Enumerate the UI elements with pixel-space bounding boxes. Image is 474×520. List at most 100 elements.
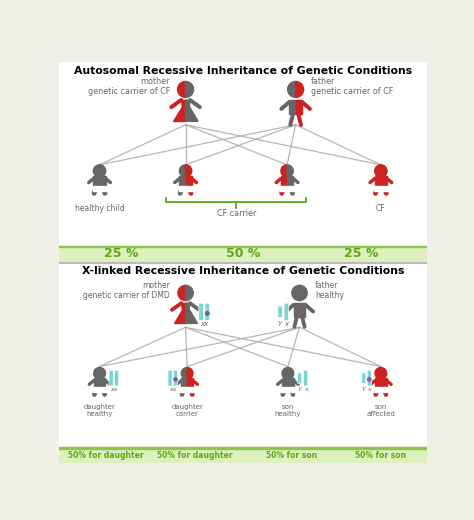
Wedge shape bbox=[296, 82, 304, 97]
Wedge shape bbox=[287, 165, 293, 177]
Wedge shape bbox=[281, 165, 287, 177]
Text: x: x bbox=[304, 387, 308, 392]
Polygon shape bbox=[181, 379, 187, 387]
Wedge shape bbox=[187, 368, 193, 379]
Wedge shape bbox=[300, 285, 307, 301]
Text: mother
genetic carrier of CF: mother genetic carrier of CF bbox=[88, 76, 170, 96]
Polygon shape bbox=[186, 303, 190, 310]
Polygon shape bbox=[281, 176, 287, 186]
Wedge shape bbox=[186, 285, 193, 301]
Wedge shape bbox=[381, 165, 387, 177]
Polygon shape bbox=[374, 387, 388, 393]
Polygon shape bbox=[381, 379, 387, 387]
Wedge shape bbox=[178, 82, 186, 97]
FancyBboxPatch shape bbox=[173, 370, 178, 386]
Polygon shape bbox=[296, 100, 302, 114]
Polygon shape bbox=[300, 303, 305, 317]
Polygon shape bbox=[173, 100, 186, 121]
Wedge shape bbox=[292, 285, 300, 301]
Text: 25 %: 25 % bbox=[104, 247, 138, 260]
FancyBboxPatch shape bbox=[278, 306, 283, 318]
Polygon shape bbox=[59, 62, 427, 263]
Text: 50% for son: 50% for son bbox=[266, 451, 317, 460]
Polygon shape bbox=[181, 100, 186, 107]
Polygon shape bbox=[281, 387, 294, 393]
Circle shape bbox=[368, 378, 371, 381]
Text: xx: xx bbox=[110, 387, 117, 392]
Polygon shape bbox=[186, 100, 198, 121]
FancyBboxPatch shape bbox=[115, 370, 118, 386]
Polygon shape bbox=[59, 245, 427, 247]
Wedge shape bbox=[381, 368, 387, 379]
Polygon shape bbox=[59, 263, 427, 463]
Text: xx: xx bbox=[169, 387, 177, 392]
Polygon shape bbox=[288, 379, 294, 387]
Text: father
healthy: father healthy bbox=[315, 281, 344, 300]
Text: Y: Y bbox=[362, 387, 366, 392]
Polygon shape bbox=[280, 186, 294, 191]
Polygon shape bbox=[59, 447, 427, 463]
Wedge shape bbox=[93, 165, 100, 177]
Polygon shape bbox=[179, 176, 186, 186]
Polygon shape bbox=[290, 100, 296, 114]
Text: 50 %: 50 % bbox=[226, 247, 260, 260]
Wedge shape bbox=[100, 165, 106, 177]
Wedge shape bbox=[186, 82, 193, 97]
Polygon shape bbox=[92, 186, 107, 191]
Text: Y: Y bbox=[298, 387, 301, 392]
FancyBboxPatch shape bbox=[304, 370, 308, 386]
Text: x: x bbox=[367, 387, 371, 392]
Text: son
affected: son affected bbox=[366, 404, 395, 417]
FancyBboxPatch shape bbox=[367, 370, 371, 386]
Polygon shape bbox=[100, 176, 106, 186]
Wedge shape bbox=[178, 285, 186, 301]
Wedge shape bbox=[94, 368, 100, 379]
Polygon shape bbox=[59, 447, 427, 449]
FancyBboxPatch shape bbox=[199, 303, 203, 320]
Text: X-linked Recessive Inheritance of Genetic Conditions: X-linked Recessive Inheritance of Geneti… bbox=[82, 266, 404, 276]
FancyBboxPatch shape bbox=[205, 303, 210, 320]
Polygon shape bbox=[59, 245, 427, 261]
Polygon shape bbox=[173, 303, 186, 323]
Text: 50% for daughter: 50% for daughter bbox=[157, 451, 233, 460]
Circle shape bbox=[205, 311, 209, 315]
Wedge shape bbox=[100, 368, 105, 379]
Circle shape bbox=[174, 378, 177, 381]
Polygon shape bbox=[186, 100, 190, 107]
Wedge shape bbox=[179, 165, 186, 177]
Polygon shape bbox=[94, 379, 100, 387]
Text: mother
genetic carrier of DMD: mother genetic carrier of DMD bbox=[83, 281, 170, 300]
Wedge shape bbox=[288, 82, 296, 97]
Polygon shape bbox=[374, 176, 381, 186]
Polygon shape bbox=[93, 176, 100, 186]
Text: son
healthy: son healthy bbox=[275, 404, 301, 417]
Text: 50% for son: 50% for son bbox=[356, 451, 406, 460]
Polygon shape bbox=[374, 186, 388, 191]
Polygon shape bbox=[179, 186, 192, 191]
Polygon shape bbox=[381, 176, 387, 186]
Text: Y: Y bbox=[278, 321, 282, 327]
Polygon shape bbox=[182, 303, 186, 310]
Text: Autosomal Recessive Inheritance of Genetic Conditions: Autosomal Recessive Inheritance of Genet… bbox=[74, 66, 412, 76]
Polygon shape bbox=[93, 387, 106, 393]
Wedge shape bbox=[181, 368, 187, 379]
FancyBboxPatch shape bbox=[109, 370, 113, 386]
Text: 25 %: 25 % bbox=[344, 247, 379, 260]
Text: x: x bbox=[284, 321, 288, 327]
Polygon shape bbox=[287, 176, 293, 186]
Text: father
genetic carrier of CF: father genetic carrier of CF bbox=[311, 76, 393, 96]
Text: CF: CF bbox=[376, 204, 386, 213]
Wedge shape bbox=[282, 368, 288, 379]
Wedge shape bbox=[375, 368, 381, 379]
Polygon shape bbox=[282, 379, 288, 387]
Text: daughter
carrier: daughter carrier bbox=[171, 404, 203, 417]
Polygon shape bbox=[375, 379, 381, 387]
Polygon shape bbox=[186, 176, 192, 186]
Text: xx: xx bbox=[200, 321, 208, 327]
Wedge shape bbox=[186, 165, 192, 177]
Text: 50% for daughter: 50% for daughter bbox=[68, 451, 144, 460]
FancyBboxPatch shape bbox=[168, 370, 172, 386]
Polygon shape bbox=[187, 379, 193, 387]
FancyBboxPatch shape bbox=[297, 373, 301, 383]
FancyBboxPatch shape bbox=[284, 303, 289, 320]
